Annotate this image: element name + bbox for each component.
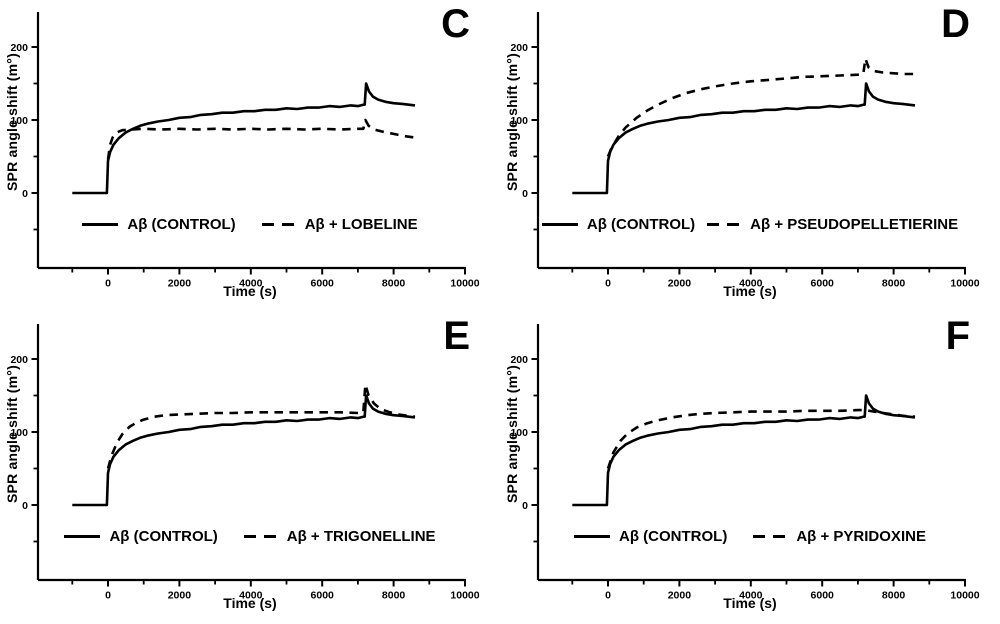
svg-text:200: 200 [10, 354, 28, 366]
svg-text:100: 100 [10, 115, 28, 127]
solid-line-sample [64, 534, 101, 539]
svg-text:200: 200 [10, 42, 28, 54]
svg-text:4000: 4000 [239, 278, 263, 290]
svg-text:4000: 4000 [239, 590, 263, 602]
panel-letter-e: E [443, 314, 470, 358]
x-axis-title: Time (s) [223, 283, 277, 299]
svg-text:0: 0 [22, 188, 28, 200]
svg-text:0: 0 [605, 278, 611, 290]
legend-item-treatment: Aβ + PYRIDOXINE [753, 528, 926, 545]
legend-label-control: Aβ (CONTROL) [109, 528, 218, 545]
y-axis-title: SPR angle shift (m°) [504, 53, 520, 191]
legend-label-treatment: Aβ + TRIGONELLINE [286, 528, 436, 545]
svg-text:0: 0 [105, 590, 111, 602]
x-axis-title: Time (s) [723, 283, 777, 299]
svg-text:4000: 4000 [739, 278, 763, 290]
legend-item-treatment: Aβ + TRIGONELLINE [243, 528, 436, 545]
svg-text:8000: 8000 [382, 590, 406, 602]
svg-text:0: 0 [522, 500, 528, 512]
legend-label-treatment: Aβ + LOBELINE [304, 216, 418, 233]
legend-item-treatment: Aβ + PSEUDOPELLETIERINE [707, 216, 958, 233]
legend-label-control: Aβ (CONTROL) [619, 528, 728, 545]
panel-letter-d: D [941, 2, 970, 46]
legend-item-control: Aβ (CONTROL) [64, 528, 218, 545]
svg-text:10000: 10000 [450, 278, 479, 290]
sensorgram-plot-f: 0 2000 4000 6000 8000 10000 0 100 200 [510, 324, 980, 602]
panel-c: 0 2000 4000 6000 8000 10000 0 100 200 SPR angle … [0, 0, 500, 312]
panel-letter-f: F [945, 314, 970, 358]
svg-text:100: 100 [10, 427, 28, 439]
dashed-line-sample [243, 534, 278, 539]
svg-text:8000: 8000 [382, 278, 406, 290]
svg-text:200: 200 [510, 354, 528, 366]
svg-text:10000: 10000 [450, 590, 479, 602]
legend-item-control: Aβ (CONTROL) [574, 528, 727, 545]
legend-label-treatment: Aβ + PSEUDOPELLETIERINE [750, 216, 959, 233]
y-axis-title: SPR angle shift (m°) [4, 365, 20, 503]
svg-text:6000: 6000 [311, 278, 335, 290]
svg-text:2000: 2000 [668, 278, 692, 290]
legend-f: Aβ (CONTROL) Aβ + PYRIDOXINE [500, 528, 1000, 545]
x-axis-title: Time (s) [723, 595, 777, 611]
sensorgram-plot-d: 0 2000 4000 6000 8000 10000 0 100 200 [510, 12, 980, 290]
svg-text:6000: 6000 [811, 590, 835, 602]
svg-text:100: 100 [510, 115, 528, 127]
legend-d: Aβ (CONTROL) Aβ + PSEUDOPELLETIERINE [500, 216, 1000, 233]
svg-text:2000: 2000 [168, 590, 192, 602]
dashed-line-sample [261, 222, 296, 227]
panel-f: 0 2000 4000 6000 8000 10000 0 100 200 SPR angle … [500, 312, 1000, 624]
solid-line-sample [541, 222, 578, 227]
svg-text:6000: 6000 [311, 590, 335, 602]
legend-item-control: Aβ (CONTROL) [82, 216, 236, 233]
legend-label-treatment: Aβ + PYRIDOXINE [796, 528, 926, 545]
svg-text:10000: 10000 [950, 278, 979, 290]
dashed-line-sample [707, 222, 742, 227]
x-axis-title: Time (s) [223, 595, 277, 611]
panel-d: 0 2000 4000 6000 8000 10000 0 100 200 SPR angle … [500, 0, 1000, 312]
panel-letter-c: C [441, 2, 470, 46]
svg-text:6000: 6000 [811, 278, 835, 290]
svg-text:0: 0 [22, 500, 28, 512]
svg-text:8000: 8000 [882, 590, 906, 602]
solid-line-sample [574, 534, 611, 539]
sensorgram-plot-c: 0 2000 4000 6000 8000 10000 0 100 200 [10, 12, 480, 290]
svg-text:2000: 2000 [668, 590, 692, 602]
panel-e: 0 2000 4000 6000 8000 10000 0 100 200 SPR angle … [0, 312, 500, 624]
legend-e: Aβ (CONTROL) Aβ + TRIGONELLINE [0, 528, 500, 545]
legend-label-control: Aβ (CONTROL) [127, 216, 236, 233]
y-axis-title: SPR angle shift (m°) [4, 53, 20, 191]
svg-text:100: 100 [510, 427, 528, 439]
svg-text:200: 200 [510, 42, 528, 54]
svg-text:0: 0 [105, 278, 111, 290]
y-axis-title: SPR angle shift (m°) [504, 365, 520, 503]
sensorgram-plot-e: 0 2000 4000 6000 8000 10000 0 100 200 [10, 324, 480, 602]
svg-text:8000: 8000 [882, 278, 906, 290]
svg-text:0: 0 [522, 188, 528, 200]
svg-text:10000: 10000 [950, 590, 979, 602]
legend-c: Aβ (CONTROL) Aβ + LOBELINE [0, 216, 500, 233]
dashed-line-sample [753, 534, 788, 539]
legend-label-control: Aβ (CONTROL) [586, 216, 696, 233]
svg-text:2000: 2000 [168, 278, 192, 290]
svg-text:0: 0 [605, 590, 611, 602]
solid-line-sample [82, 222, 119, 227]
legend-item-control: Aβ (CONTROL) [541, 216, 696, 233]
svg-text:4000: 4000 [739, 590, 763, 602]
legend-item-treatment: Aβ + LOBELINE [261, 216, 418, 233]
